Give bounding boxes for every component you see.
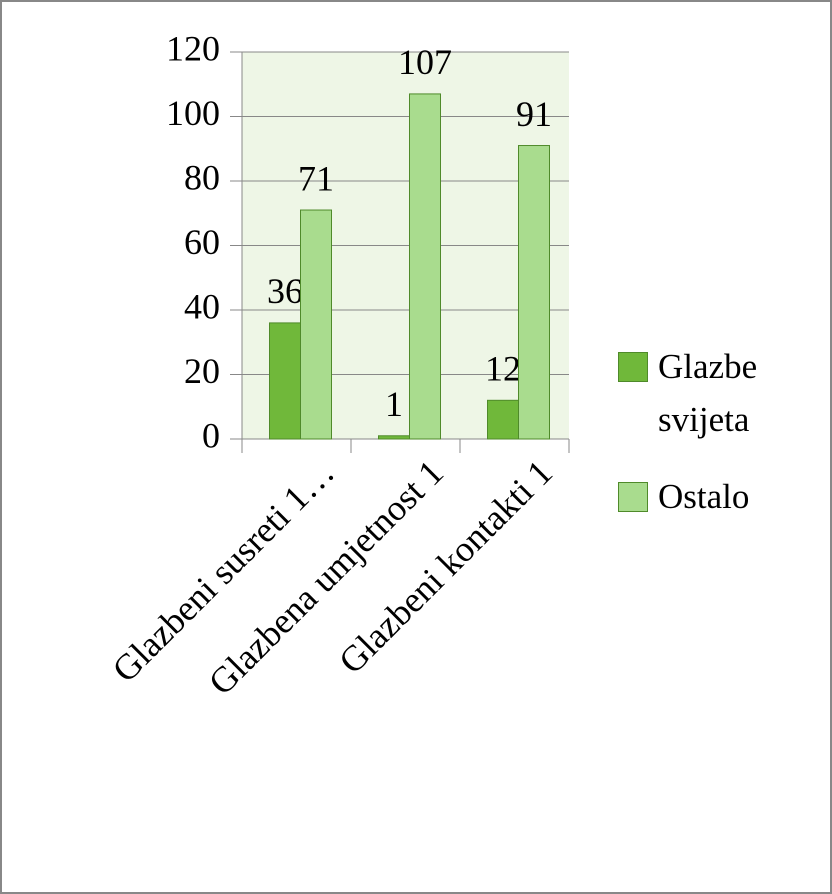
y-tick-label: 100 xyxy=(166,93,220,133)
y-tick-label: 20 xyxy=(184,351,220,391)
x-tick-label: Glazbeni kontakti 1 xyxy=(331,452,560,681)
legend-label: Ostalo xyxy=(658,477,750,516)
bar xyxy=(269,322,301,440)
data-label: 36 xyxy=(267,271,303,311)
legend: Glazbe svijeta Ostalo xyxy=(614,340,824,547)
legend-label: Glazbe svijeta xyxy=(658,347,758,439)
y-tick-label: 40 xyxy=(184,286,220,326)
y-tick-label: 0 xyxy=(202,415,220,455)
bar xyxy=(409,93,441,440)
bar xyxy=(487,399,519,440)
data-label: 1 xyxy=(385,384,403,424)
bar xyxy=(518,145,550,440)
data-label: 71 xyxy=(298,158,334,198)
legend-entry: Ostalo xyxy=(614,470,824,523)
legend-swatch xyxy=(618,352,648,382)
data-label: 107 xyxy=(398,42,452,82)
bar xyxy=(300,209,332,440)
legend-entry: Glazbe svijeta xyxy=(614,340,824,446)
y-tick-label: 120 xyxy=(166,28,220,68)
bar xyxy=(378,435,410,440)
data-label: 91 xyxy=(516,94,552,134)
y-tick-label: 80 xyxy=(184,157,220,197)
data-label: 12 xyxy=(485,349,521,389)
legend-swatch xyxy=(618,482,648,512)
y-tick-label: 60 xyxy=(184,222,220,262)
